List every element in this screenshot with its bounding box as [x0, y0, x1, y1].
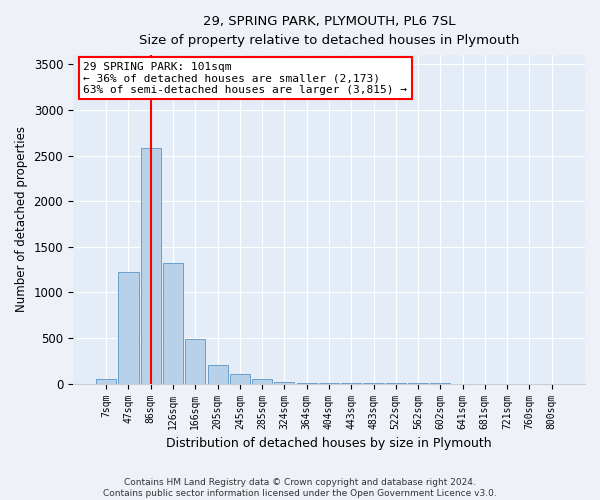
Bar — [208, 366, 227, 384]
Bar — [296, 383, 317, 384]
Bar — [163, 263, 183, 384]
Bar — [274, 382, 295, 384]
Text: Contains HM Land Registry data © Crown copyright and database right 2024.
Contai: Contains HM Land Registry data © Crown c… — [103, 478, 497, 498]
X-axis label: Distribution of detached houses by size in Plymouth: Distribution of detached houses by size … — [166, 437, 492, 450]
Y-axis label: Number of detached properties: Number of detached properties — [15, 126, 28, 312]
Text: 29 SPRING PARK: 101sqm
← 36% of detached houses are smaller (2,173)
63% of semi-: 29 SPRING PARK: 101sqm ← 36% of detached… — [83, 62, 407, 95]
Bar — [230, 374, 250, 384]
Title: 29, SPRING PARK, PLYMOUTH, PL6 7SL
Size of property relative to detached houses : 29, SPRING PARK, PLYMOUTH, PL6 7SL Size … — [139, 15, 519, 47]
Bar — [141, 148, 161, 384]
Bar — [96, 378, 116, 384]
Bar — [118, 272, 139, 384]
Bar — [185, 339, 205, 384]
Bar — [252, 378, 272, 384]
